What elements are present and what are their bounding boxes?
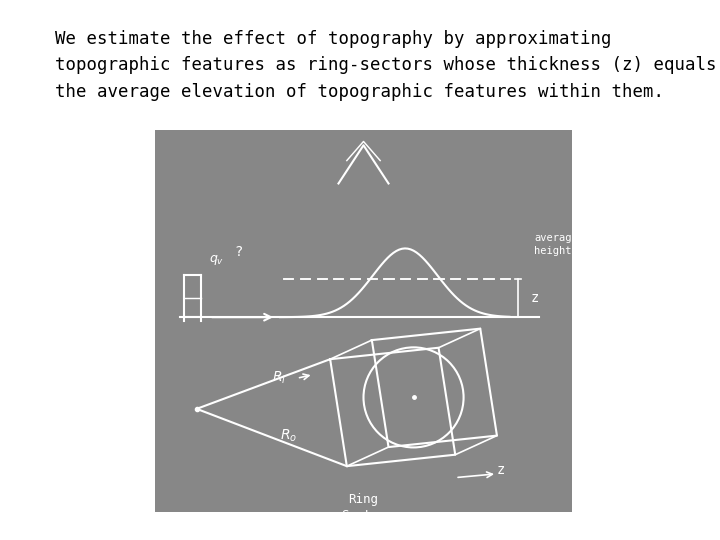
Text: z: z: [531, 291, 539, 305]
Text: $q_v$: $q_v$: [210, 253, 225, 267]
Text: $R_o$: $R_o$: [280, 427, 297, 444]
Text: ?: ?: [234, 245, 243, 259]
Text: z: z: [497, 463, 505, 477]
Bar: [155, 130, 572, 512]
Text: Ring
Sector: Ring Sector: [341, 493, 386, 522]
Text: $R_i$: $R_i$: [271, 370, 286, 387]
Text: average
height: average height: [534, 233, 578, 256]
Text: We estimate the effect of topography by approximating
topographic features as ri: We estimate the effect of topography by …: [55, 30, 716, 101]
